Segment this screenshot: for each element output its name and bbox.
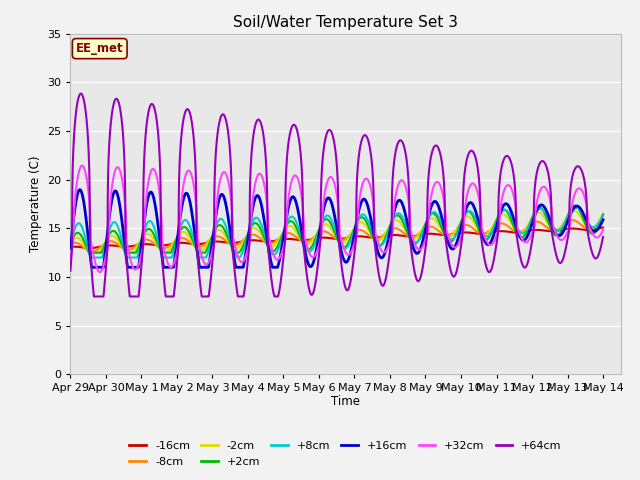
Y-axis label: Temperature (C): Temperature (C) [29, 156, 42, 252]
X-axis label: Time: Time [331, 395, 360, 408]
Text: EE_met: EE_met [76, 42, 124, 55]
Legend: -16cm, -8cm, -2cm, +2cm, +8cm, +16cm, +32cm, +64cm: -16cm, -8cm, -2cm, +2cm, +8cm, +16cm, +3… [125, 436, 566, 471]
Title: Soil/Water Temperature Set 3: Soil/Water Temperature Set 3 [233, 15, 458, 30]
